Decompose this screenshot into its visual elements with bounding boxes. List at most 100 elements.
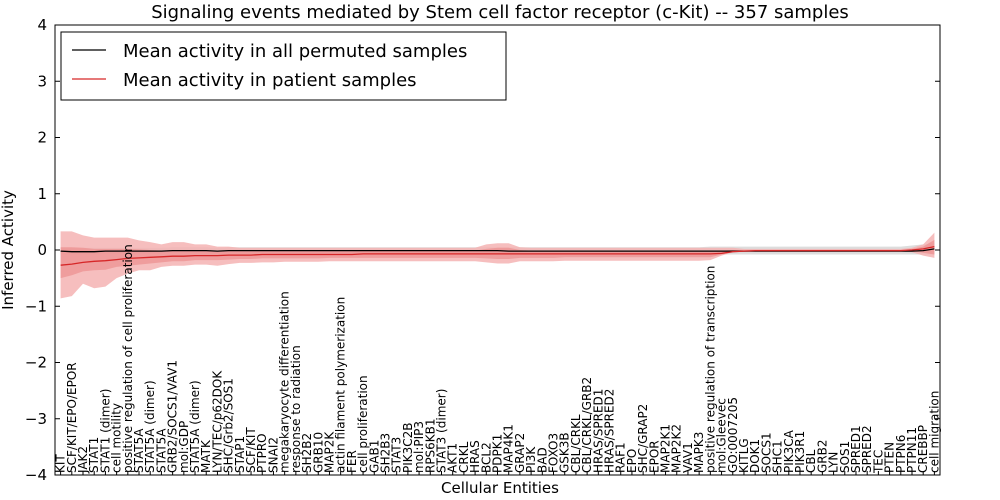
category-label: SNAI2 [266,437,280,473]
category-label: HRAS/SPRED1 [591,389,605,473]
category-label: VAV1 [681,442,695,473]
category-label: AKT1 [446,443,460,473]
y-tick-label: −3 [25,410,47,428]
category-label: mol:GDP [177,421,191,473]
category-label: SPRED1 [849,425,863,473]
y-tick-label: −2 [25,354,47,372]
category-label: PIK3CA [782,429,796,473]
category-label: TEC [871,450,885,474]
category-label: KITLG [737,438,751,473]
category-label: EPO [625,449,639,473]
category-label: cell migration [927,391,941,473]
category-label: response to radiation [289,345,303,473]
category-label: cell proliferation [356,375,370,473]
category-label: STAT1 [87,437,101,473]
category-label: positive regulation of cell proliferatio… [121,244,135,473]
category-label: PIK3R1 [793,431,807,473]
category-label: mol:Gleevec [715,398,729,473]
category-label: positive regulation of transcription [703,266,717,473]
category-label: GRB10 [311,432,325,473]
category-label: RPS6KB1 [423,418,437,473]
y-tick-label: 1 [37,185,47,203]
legend-box [60,31,507,101]
y-tick-label: −1 [25,297,47,315]
category-label: GRB2/SOCS1/VAV1 [166,360,180,473]
category-label: MATK [199,439,213,473]
plot-frame [54,24,941,476]
category-label: JAK2 [76,446,90,474]
category-label: BAD [535,447,549,473]
category-label: STAT5A [154,428,168,473]
category-label: GRB2 [815,440,829,474]
category-label: PTEN [883,442,897,473]
legend-label-patient: Mean activity in patient samples [123,70,417,91]
category-label: SHC1 [771,440,785,473]
category-label: CBL/CRKL [569,414,583,473]
y-tick-label: 2 [37,129,47,147]
category-label: BCL2 [479,442,493,473]
category-label: SCF/KIT/EPO/EPOR [65,362,79,473]
category-label: MAP2K [323,431,337,473]
bands-layer [60,231,935,299]
category-label: SCF/KIT [244,427,258,473]
category-label: EPOR [647,440,661,473]
category-label: LYN/TEC/p62DOK [210,370,224,473]
category-label: GSK3B [558,432,572,473]
category-label: GRAP2 [513,433,527,473]
category-label: MAPK3 [692,432,706,473]
category-label: HRAS/SPRED2 [603,389,617,473]
category-label: CREBBP [916,425,930,473]
legend-label-permuted: Mean activity in all permuted samples [123,41,467,62]
ticks-layer: −4 −3 −2 −1 0 1 2 3 4 [25,16,940,484]
category-label: PDPK1 [491,434,505,473]
category-label: STAT1 (dimer) [98,389,112,473]
category-label: GO:0007205 [726,397,740,473]
patient-inner-band [60,239,935,279]
x-axis-label: Cellular Entities [441,479,559,497]
category-label: STAT3 [390,437,404,473]
legend: Mean activity in all permuted samples Me… [60,31,507,101]
category-label: HRAS [468,440,482,473]
category-label: CBL [804,449,818,473]
category-label: STAT5A [132,428,146,473]
category-label: PIK3C2B [401,422,415,473]
category-label: CBL/CRKL/GRB2 [580,377,594,473]
category-label: SPRED2 [860,425,874,473]
category-label: FER [345,450,359,473]
category-label: SHC/Grb2/SOS1 [222,378,236,473]
category-label: KIT [54,454,68,473]
category-label: MAP2K2 [670,424,684,473]
patient-outer-band [60,231,935,299]
category-label: PI3K [524,446,538,473]
y-tick-label: 3 [37,72,47,90]
category-label: FOXO3 [547,433,561,473]
chart-title: Signaling events mediated by Stem cell f… [151,2,849,23]
category-label: LYN [827,452,841,473]
category-label: RAF1 [614,442,628,473]
category-label: PTPN6 [894,435,908,473]
category-label: STAT3 (dimer) [435,389,449,473]
category-label: SH2B2 [300,433,314,473]
category-label: STAT5A (dimer) [188,380,202,473]
category-label: CRKL [457,441,471,473]
y-tick-label: 0 [37,241,47,259]
category-label: megakaryocyte differentiation [278,291,292,473]
lines-layer [60,245,935,266]
category-label: SHC/GRAP2 [636,404,650,473]
category-label: cell motility [110,403,124,473]
category-label: PTPRO [255,433,269,473]
y-tick-label: −4 [25,466,47,484]
category-label: GAB1 [367,440,381,473]
category-label: STAP1 [233,436,247,473]
category-label: STAT5A (dimer) [143,380,157,473]
y-axis-label: Inferred Activity [0,190,17,310]
patient-mean-line [60,245,935,266]
category-label: SOS1 [838,441,852,473]
category-label: actin filament polymerization [334,297,348,473]
category-label: SOCS1 [759,432,773,473]
category-label: MAP4K1 [502,424,516,473]
category-label: PTPN11 [905,427,919,473]
category-label: mol:PIP3 [412,421,426,473]
